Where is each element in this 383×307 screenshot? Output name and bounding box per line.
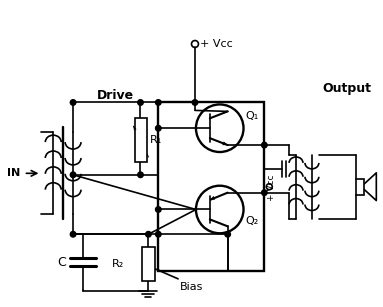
Text: Drive: Drive <box>97 89 134 102</box>
Circle shape <box>155 126 161 131</box>
Circle shape <box>70 231 76 237</box>
Text: + Vcc: + Vcc <box>200 39 233 49</box>
Polygon shape <box>223 142 228 145</box>
Bar <box>134 118 147 162</box>
Text: Output: Output <box>322 82 371 95</box>
Circle shape <box>70 172 76 177</box>
Bar <box>357 179 364 195</box>
Circle shape <box>155 207 161 212</box>
Polygon shape <box>134 126 137 130</box>
Circle shape <box>192 100 198 105</box>
Bar <box>142 247 155 281</box>
Text: R₁: R₁ <box>149 135 162 145</box>
Circle shape <box>70 100 76 105</box>
Circle shape <box>155 231 161 237</box>
Circle shape <box>262 142 267 148</box>
Text: C: C <box>57 255 66 269</box>
Bar <box>158 103 264 271</box>
Circle shape <box>138 172 143 177</box>
Circle shape <box>155 100 161 105</box>
Polygon shape <box>155 269 160 272</box>
Text: Bias: Bias <box>180 282 203 292</box>
Circle shape <box>146 231 151 237</box>
Text: IN: IN <box>7 168 21 178</box>
Circle shape <box>138 100 143 105</box>
Polygon shape <box>210 196 215 200</box>
Text: + Vcc: + Vcc <box>267 175 276 201</box>
Text: R₂: R₂ <box>112 259 124 269</box>
Circle shape <box>262 190 267 196</box>
Text: Q₂: Q₂ <box>246 216 259 226</box>
Text: Q₁: Q₁ <box>246 111 259 121</box>
Circle shape <box>225 231 231 237</box>
